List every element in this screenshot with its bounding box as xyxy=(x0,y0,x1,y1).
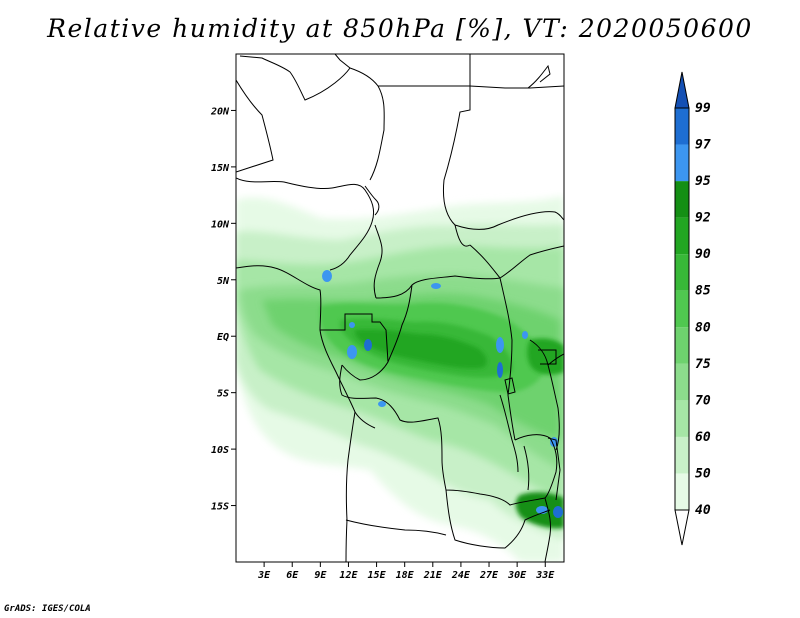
colorbar-segment xyxy=(675,436,689,474)
colorbar-label: 85 xyxy=(695,284,711,299)
colorbar-label: 75 xyxy=(695,357,711,372)
lat-tick-label: 15S xyxy=(211,502,229,513)
lon-tick-label: 30E xyxy=(507,570,527,581)
colorbar-segment xyxy=(675,181,689,218)
colorbar-segment xyxy=(675,217,689,255)
colorbar-label: 99 xyxy=(695,101,711,116)
lat-tick-label: 5N xyxy=(217,276,230,287)
colorbar-label: 95 xyxy=(695,174,711,189)
colorbar-segment xyxy=(675,327,689,364)
lat-tick-label: 15N xyxy=(211,163,230,174)
lon-tick-label: 18E xyxy=(396,570,415,581)
map-frame xyxy=(235,53,565,563)
grads-credit: GrADS: IGES/COLA xyxy=(4,604,91,614)
colorbar: 40 50 60 70 75 80 85 90 92 95 97 99 xyxy=(674,71,711,546)
colorbar-segment xyxy=(675,473,689,510)
lon-tick-label: 33E xyxy=(535,570,555,581)
country-borders xyxy=(236,54,564,562)
colorbar-label: 97 xyxy=(695,138,711,153)
lon-tick-label: 27E xyxy=(479,570,499,581)
colorbar-upper-extension xyxy=(674,71,690,109)
colorbar-label: 60 xyxy=(695,430,711,445)
colorbar-segment xyxy=(675,290,689,328)
lat-tick-label: EQ xyxy=(217,332,229,343)
latitude-axis: 20N 15N 10N 5N EQ 5S 10S 15S xyxy=(210,106,236,513)
colorbar-label: 80 xyxy=(695,320,711,335)
colorbar-label: 92 xyxy=(695,211,711,226)
colorbar-label: 50 xyxy=(695,466,711,481)
colorbar-label: 40 xyxy=(695,503,711,518)
lon-tick-label: 9E xyxy=(314,570,327,581)
colorbar-label: 90 xyxy=(695,247,711,262)
colorbar-segment xyxy=(675,254,689,291)
lon-tick-label: 12E xyxy=(339,570,358,581)
longitude-axis: 3E 6E 9E 12E 15E 18E 21E 24E 27E 30E 33E xyxy=(257,562,555,581)
lon-tick-label: 24E xyxy=(451,570,471,581)
lat-tick-label: 10S xyxy=(211,445,229,456)
colorbar-segment xyxy=(675,144,689,182)
colorbar-lower-extension xyxy=(674,509,690,546)
colorbar-segment xyxy=(675,108,689,145)
colorbar-segment xyxy=(675,400,689,437)
lat-tick-label: 20N xyxy=(210,106,230,117)
lon-tick-label: 15E xyxy=(368,570,387,581)
colorbar-segment xyxy=(675,363,689,401)
humidity-field xyxy=(236,54,564,562)
lon-tick-label: 6E xyxy=(286,570,299,581)
lat-tick-label: 5S xyxy=(217,389,229,400)
colorbar-frame xyxy=(674,107,690,511)
lat-tick-label: 10N xyxy=(211,219,230,230)
lon-tick-label: 21E xyxy=(423,570,443,581)
colorbar-label: 70 xyxy=(695,393,711,408)
lon-tick-label: 3E xyxy=(257,570,271,581)
chart-title: Relative humidity at 850hPa [%], VT: 202… xyxy=(47,14,753,43)
